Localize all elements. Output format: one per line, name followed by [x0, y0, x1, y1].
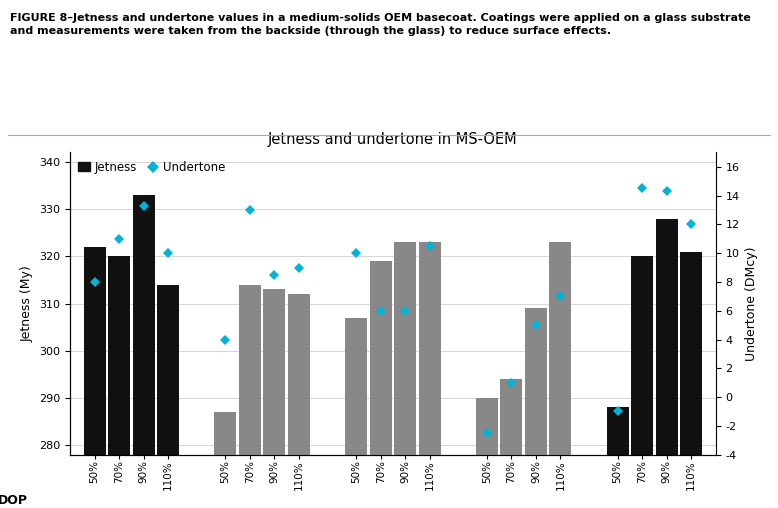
Bar — [549, 242, 572, 508]
Bar — [239, 284, 261, 508]
Bar — [214, 412, 237, 508]
Bar — [419, 242, 440, 508]
Bar — [288, 294, 310, 508]
Bar — [263, 290, 286, 508]
Bar — [631, 257, 654, 508]
Y-axis label: Jetness (My): Jetness (My) — [20, 265, 33, 342]
Bar — [370, 261, 391, 508]
Bar — [157, 284, 179, 508]
Bar — [680, 251, 703, 508]
Bar — [500, 379, 523, 508]
Bar — [108, 257, 130, 508]
Bar — [394, 242, 416, 508]
Legend: Jetness, Undertone: Jetness, Undertone — [76, 158, 228, 176]
Bar — [656, 218, 678, 508]
Bar — [607, 407, 629, 508]
Text: FIGURE 8–Jetness and undertone values in a medium-solids OEM basecoat. Coatings : FIGURE 8–Jetness and undertone values in… — [10, 13, 751, 36]
Bar — [83, 247, 106, 508]
Y-axis label: Undertone (DMcy): Undertone (DMcy) — [745, 246, 759, 361]
Bar — [525, 308, 547, 508]
Text: DOP: DOP — [0, 494, 28, 506]
Bar — [476, 398, 498, 508]
Bar — [132, 195, 155, 508]
Bar — [345, 318, 367, 508]
Title: Jetness and undertone in MS-OEM: Jetness and undertone in MS-OEM — [268, 132, 517, 147]
